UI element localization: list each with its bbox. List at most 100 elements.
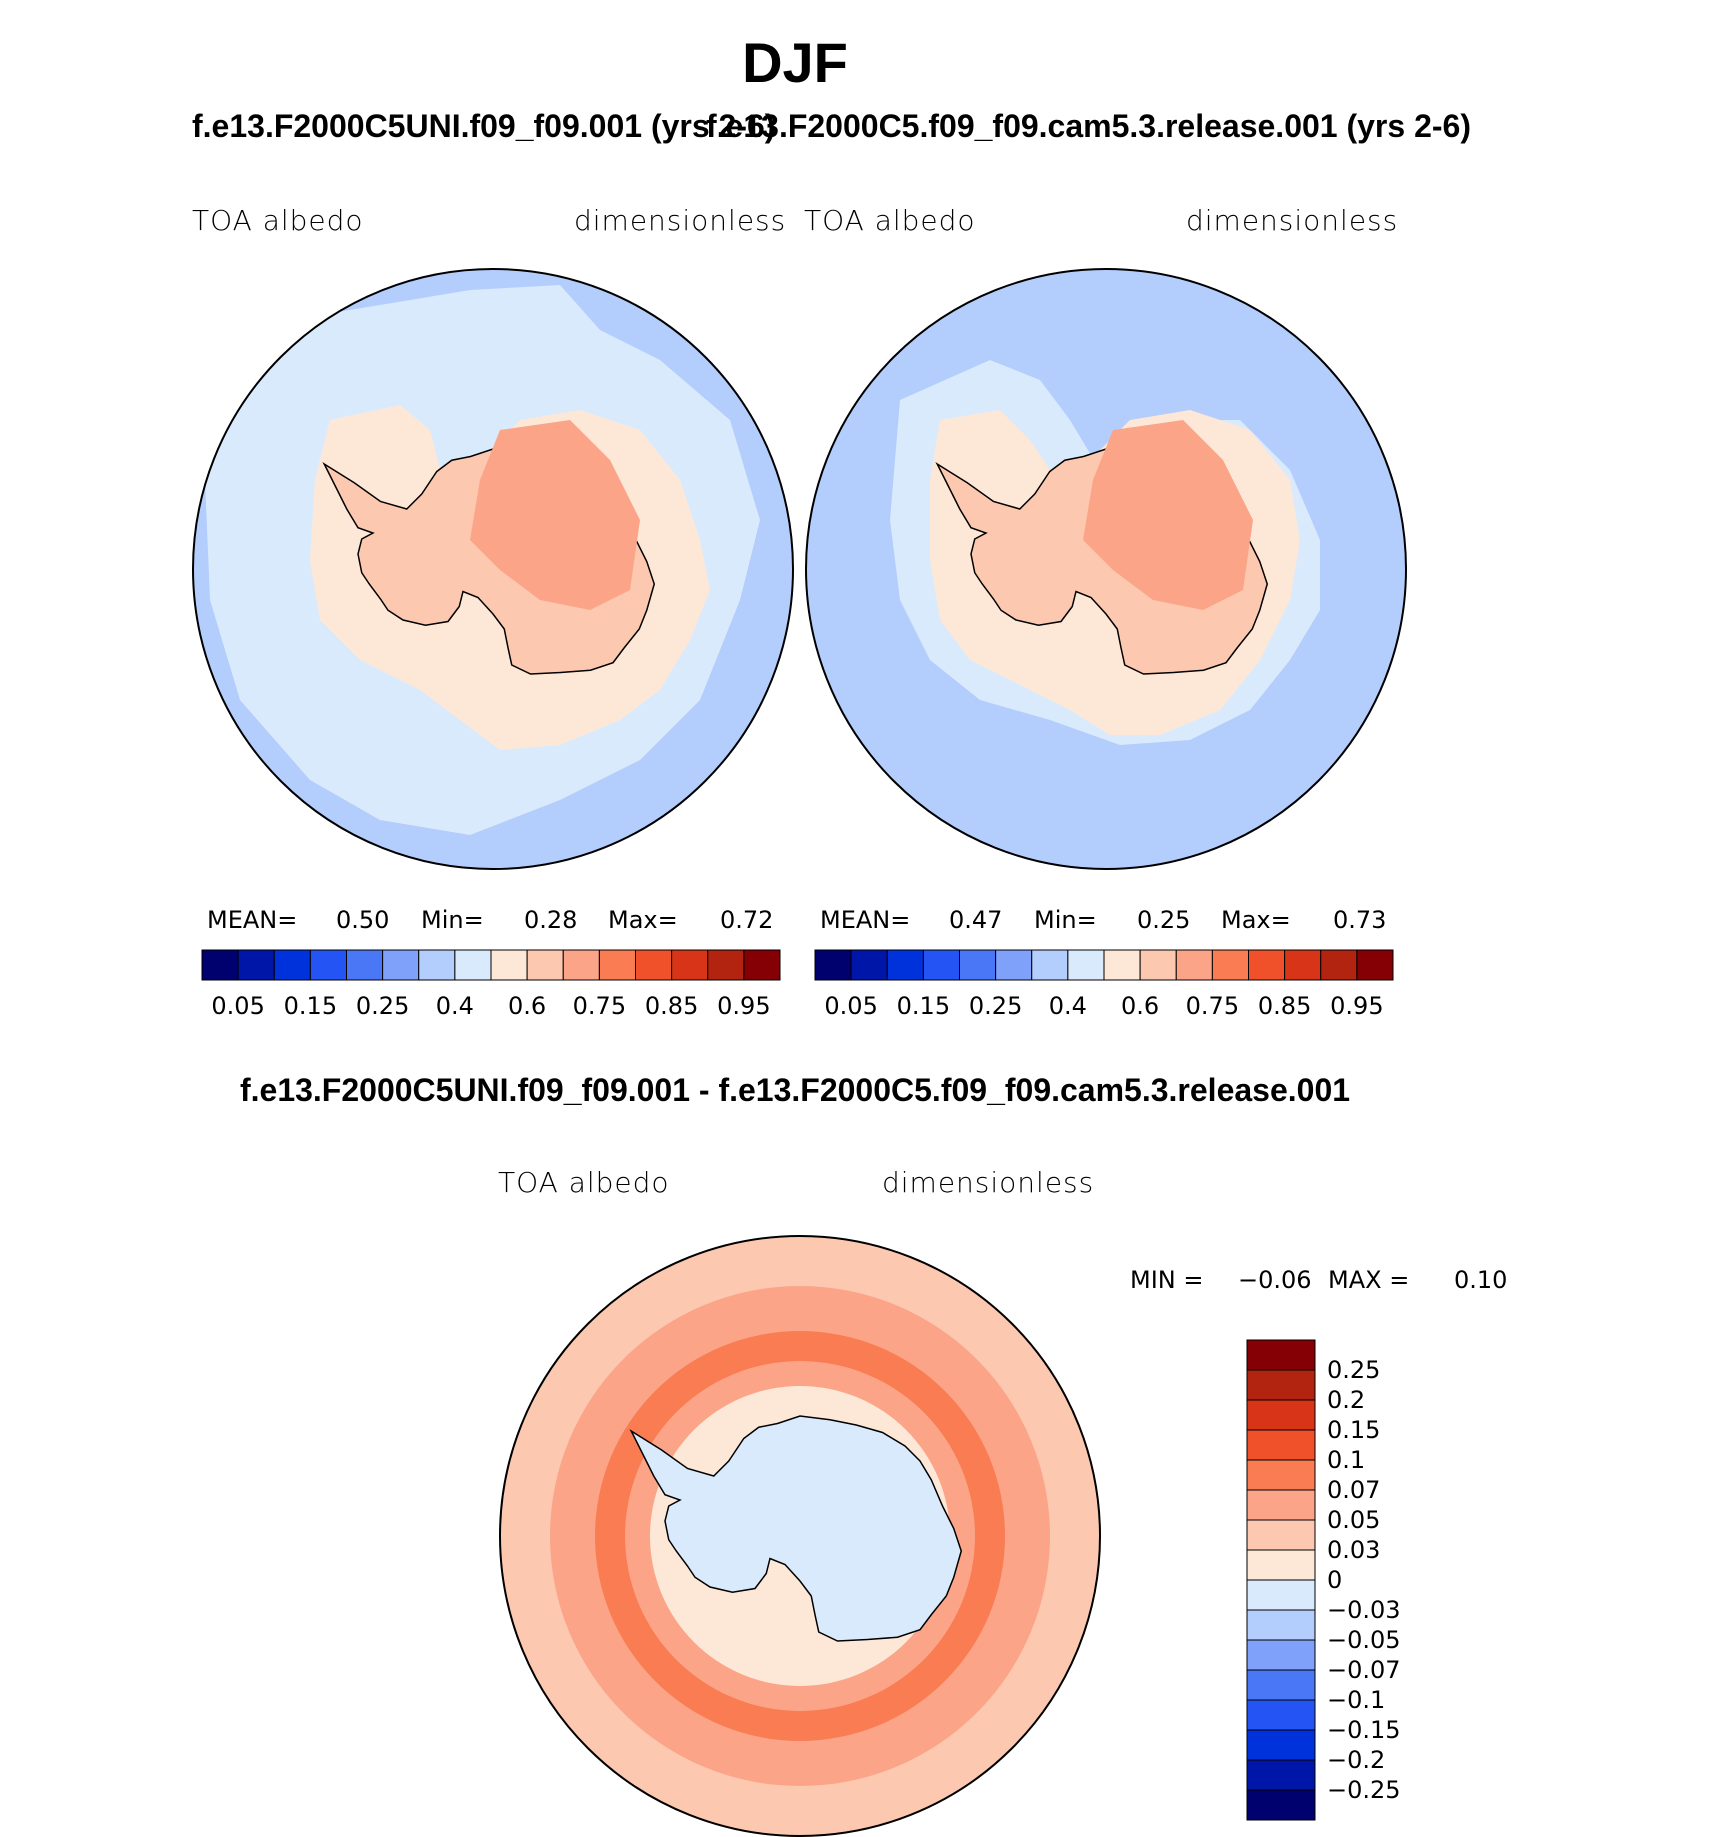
- diff-colorbar-swatch: [1246, 1519, 1316, 1551]
- figure-title: DJF: [742, 31, 848, 94]
- left-colorbar-tick-label: 0.6: [508, 992, 546, 1020]
- diff-map: [499, 1235, 1101, 1837]
- left-colorbar-swatch: [273, 949, 311, 981]
- diff-colorbar-tick-label: 0.05: [1327, 1506, 1380, 1534]
- diff-colorbar-tick-label: 0.03: [1327, 1536, 1380, 1564]
- diff-colorbar-swatch: [1246, 1549, 1316, 1581]
- right-map: [805, 268, 1407, 870]
- diff-colorbar-tick-label: −0.25: [1327, 1776, 1401, 1804]
- left-mean-value: 0.50: [336, 906, 390, 934]
- right-colorbar-swatch: [1320, 949, 1358, 981]
- right-mean-value: 0.47: [949, 906, 1003, 934]
- diff-max-value: 0.10: [1454, 1266, 1508, 1294]
- right-high-plateau: [1083, 420, 1253, 610]
- right-min-label: Min=: [1034, 906, 1097, 934]
- right-min-value: 0.25: [1137, 906, 1191, 934]
- diff-map-border: [499, 1235, 1101, 1837]
- right-colorbar-swatch: [1248, 949, 1286, 981]
- left-colorbar-tick-label: 0.05: [211, 992, 264, 1020]
- right-colorbar-swatch: [1175, 949, 1213, 981]
- left-colorbar-swatch: [743, 949, 781, 981]
- right-units-label: dimensionless: [1186, 204, 1399, 237]
- diff-panel-title: f.e13.F2000C5UNI.f09_f09.001 - f.e13.F20…: [239, 1072, 1351, 1108]
- left-variable-label: TOA albedo: [192, 204, 364, 237]
- diff-colorbar-tick-label: −0.05: [1327, 1626, 1401, 1654]
- left-mean-label: MEAN=: [207, 906, 298, 934]
- left-colorbar-tick-label: 0.4: [436, 992, 474, 1020]
- diff-colorbar-swatch: [1246, 1459, 1316, 1491]
- left-map-border: [192, 268, 794, 870]
- right-colorbar-swatch: [1103, 949, 1141, 981]
- left-colorbar-swatch: [454, 949, 492, 981]
- diff-colorbar-swatch: [1246, 1669, 1316, 1701]
- left-colorbar-swatch: [671, 949, 709, 981]
- diff-colorbar-swatch: [1246, 1399, 1316, 1431]
- right-max-value: 0.73: [1333, 906, 1387, 934]
- diff-colorbar-tick-label: 0.25: [1327, 1356, 1380, 1384]
- left-colorbar-swatch: [309, 949, 347, 981]
- diff-colorbar-swatch: [1246, 1369, 1316, 1401]
- left-map: [192, 268, 794, 870]
- right-colorbar-swatch: [959, 949, 997, 981]
- right-colorbar-swatch: [1356, 949, 1394, 981]
- diff-colorbar-swatch: [1246, 1579, 1316, 1611]
- diff-colorbar-swatch: [1246, 1729, 1316, 1761]
- left-colorbar-swatch: [201, 949, 239, 981]
- left-colorbar-swatch: [635, 949, 673, 981]
- diff-variable-label: TOA albedo: [498, 1166, 670, 1199]
- right-colorbar-tick-label: 0.05: [824, 992, 877, 1020]
- left-panel-title: f.e13.F2000C5UNI.f09_f09.001 (yrs 2-6): [192, 108, 776, 144]
- right-colorbar-swatch: [1067, 949, 1105, 981]
- right-colorbar-swatch: [995, 949, 1033, 981]
- diff-colorbar-swatch: [1246, 1429, 1316, 1461]
- diff-min-label: MIN =: [1130, 1266, 1204, 1294]
- left-colorbar-swatch: [490, 949, 528, 981]
- diff-colorbar-swatch: [1246, 1699, 1316, 1731]
- left-colorbar-swatch: [562, 949, 600, 981]
- left-min-value: 0.28: [524, 906, 578, 934]
- diff-colorbar-tick-label: 0.15: [1327, 1416, 1380, 1444]
- diff-colorbar-swatch: [1246, 1639, 1316, 1671]
- left-colorbar-swatch: [418, 949, 456, 981]
- diff-colorbar-tick-label: −0.07: [1327, 1656, 1401, 1684]
- left-colorbar-tick-label: 0.95: [717, 992, 770, 1020]
- diff-colorbar: 0.250.20.150.10.070.050.030−0.03−0.05−0.…: [1246, 1339, 1401, 1821]
- right-variable-label: TOA albedo: [804, 204, 976, 237]
- diff-max-label: MAX =: [1328, 1266, 1410, 1294]
- diff-colorbar-swatch: [1246, 1489, 1316, 1521]
- left-colorbar-tick-label: 0.75: [573, 992, 626, 1020]
- right-panel-title: f.e13.F2000C5.f09_f09.cam5.3.release.001…: [706, 108, 1471, 144]
- diff-colorbar-swatch: [1246, 1339, 1316, 1371]
- right-colorbar-swatch: [850, 949, 888, 981]
- right-map-border: [805, 268, 1407, 870]
- diff-colorbar-swatch: [1246, 1609, 1316, 1641]
- right-colorbar-tick-label: 0.4: [1049, 992, 1087, 1020]
- right-colorbar-swatch: [1031, 949, 1069, 981]
- right-colorbar-swatch: [922, 949, 960, 981]
- left-min-label: Min=: [421, 906, 484, 934]
- right-colorbar-swatch: [1139, 949, 1177, 981]
- right-colorbar-tick-label: 0.25: [969, 992, 1022, 1020]
- right-colorbar-tick-label: 0.6: [1121, 992, 1159, 1020]
- right-colorbar-swatch: [814, 949, 852, 981]
- right-colorbar-tick-label: 0.15: [897, 992, 950, 1020]
- left-colorbar-tick-label: 0.25: [356, 992, 409, 1020]
- left-colorbar-tick-label: 0.85: [645, 992, 698, 1020]
- left-colorbar-swatch: [237, 949, 275, 981]
- right-mean-label: MEAN=: [820, 906, 911, 934]
- diff-colorbar-swatch: [1246, 1789, 1316, 1821]
- diff-colorbar-tick-label: 0.1: [1327, 1446, 1365, 1474]
- left-colorbar-swatch: [707, 949, 745, 981]
- diff-colorbar-tick-label: −0.15: [1327, 1716, 1401, 1744]
- diff-colorbar-tick-label: 0: [1327, 1566, 1342, 1594]
- diff-min-value: −0.06: [1238, 1266, 1312, 1294]
- diff-colorbar-tick-label: −0.1: [1327, 1686, 1385, 1714]
- right-colorbar: 0.05 0.15 0.25 0.4 0.6 0.75 0.85 0.95: [814, 949, 1394, 1020]
- diff-colorbar-tick-label: −0.2: [1327, 1746, 1385, 1774]
- right-colorbar-tick-label: 0.95: [1330, 992, 1383, 1020]
- left-max-value: 0.72: [720, 906, 774, 934]
- right-colorbar-tick-label: 0.85: [1258, 992, 1311, 1020]
- right-colorbar-swatch: [1211, 949, 1249, 981]
- right-colorbar-swatch: [886, 949, 924, 981]
